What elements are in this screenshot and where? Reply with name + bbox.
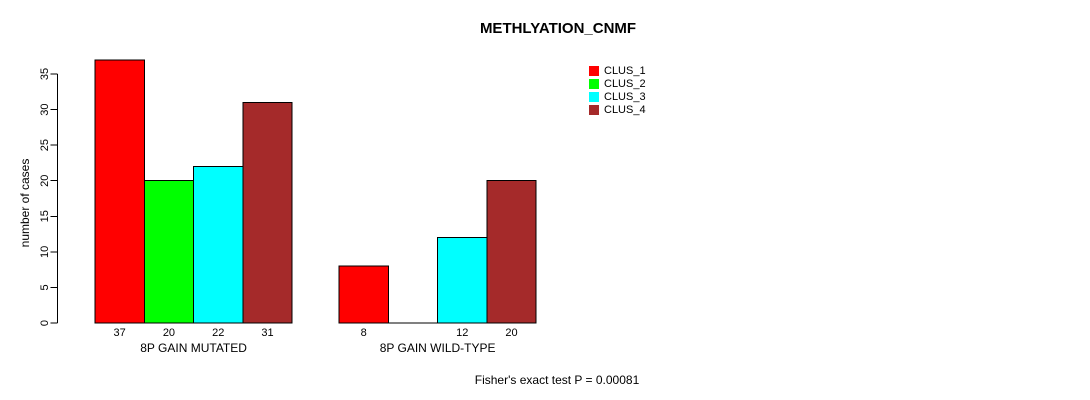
- chart-title: METHLYATION_CNMF: [479, 20, 637, 37]
- fisher-test-note: Fisher's exact test P = 0.00081: [474, 373, 640, 387]
- y-tick-label: 5: [39, 284, 51, 290]
- legend-label: CLUS_1: [604, 64, 646, 77]
- legend-swatch: [589, 104, 599, 115]
- y-tick-label: 30: [39, 103, 51, 115]
- bar-value-label: 12: [456, 327, 468, 339]
- legend-label: CLUS_2: [604, 77, 646, 90]
- bar-CLUS_3: [193, 165, 244, 324]
- legend-swatch: [589, 78, 599, 89]
- legend-swatch: [589, 65, 599, 76]
- bar-CLUS_4: [486, 180, 537, 324]
- bar-CLUS_3: [437, 237, 488, 324]
- y-tick-label: 0: [39, 320, 51, 326]
- bar-value-label: 22: [212, 327, 224, 339]
- y-tick-label: 20: [39, 175, 51, 187]
- bar-value-label: 8: [361, 327, 367, 339]
- legend-item: CLUS_1: [589, 64, 646, 77]
- y-tick-label: 35: [39, 68, 51, 80]
- legend: CLUS_1 CLUS_2 CLUS_3 CLUS_4: [589, 64, 646, 116]
- legend-label: CLUS_4: [604, 103, 646, 116]
- x-axis-group-label: 8P GAIN MUTATED: [140, 341, 247, 355]
- bar-CLUS_1: [338, 265, 389, 324]
- bar-CLUS_2: [143, 180, 195, 324]
- legend-swatch: [589, 91, 599, 102]
- bar-CLUS_4: [242, 101, 293, 324]
- legend-item: CLUS_4: [589, 103, 646, 116]
- legend-label: CLUS_3: [604, 90, 646, 103]
- y-tick-label: 10: [39, 246, 51, 258]
- y-tick-label: 25: [39, 139, 51, 151]
- bar-value-label: 37: [114, 327, 126, 339]
- bar-CLUS_1: [94, 59, 145, 324]
- y-tick-label: 15: [39, 210, 51, 222]
- legend-item: CLUS_3: [589, 90, 646, 103]
- bar-value-label: 20: [163, 327, 175, 339]
- x-axis-group-label: 8P GAIN WILD-TYPE: [380, 341, 496, 355]
- bar-value-label: 20: [505, 327, 517, 339]
- legend-item: CLUS_2: [589, 77, 646, 90]
- bar-value-label: 31: [261, 327, 273, 339]
